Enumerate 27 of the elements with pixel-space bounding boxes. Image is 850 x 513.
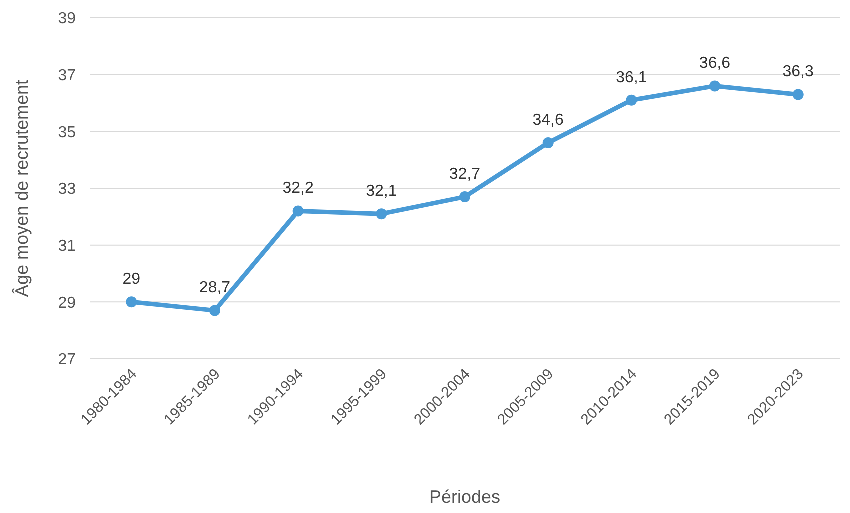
data-label: 32,2 xyxy=(282,180,314,198)
point xyxy=(210,305,220,316)
point xyxy=(126,296,138,308)
data-label: 36,6 xyxy=(699,55,731,72)
y-tick-label: 29 xyxy=(58,294,76,312)
point xyxy=(626,94,638,106)
y-tick-label: 27 xyxy=(58,352,76,369)
data-label: 36,3 xyxy=(782,64,814,81)
point xyxy=(710,80,720,92)
data-label: 28,7 xyxy=(199,280,231,297)
point xyxy=(460,192,470,203)
point xyxy=(376,208,388,220)
y-tick-label: 35 xyxy=(58,124,76,142)
y-tick-label: 37 xyxy=(58,67,76,84)
data-label: 36,1 xyxy=(616,69,648,86)
data-label: 32,7 xyxy=(449,166,481,184)
y-tick-label: 31 xyxy=(58,238,76,255)
data-label: 32,1 xyxy=(366,183,398,200)
y-axis-title: Âge moyen de recrutement xyxy=(12,80,32,298)
x-axis-title: Périodes xyxy=(429,487,501,507)
point xyxy=(792,89,804,100)
data-label: 34,6 xyxy=(532,112,564,130)
data-label: 29 xyxy=(122,271,141,288)
point xyxy=(542,138,554,149)
point xyxy=(292,206,304,217)
y-tick-label: 39 xyxy=(58,10,76,28)
y-tick-label: 33 xyxy=(58,181,76,198)
